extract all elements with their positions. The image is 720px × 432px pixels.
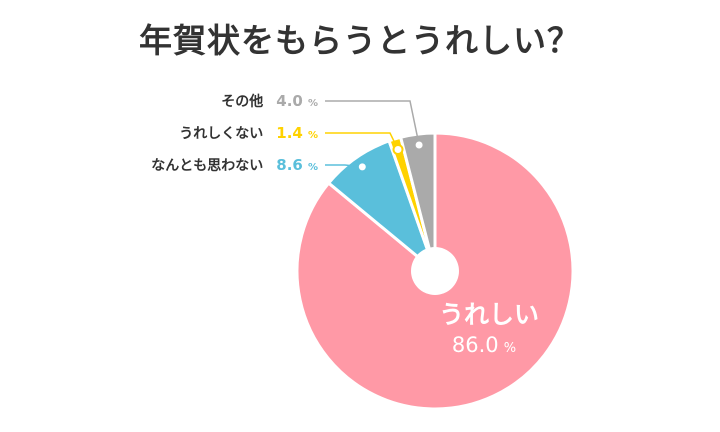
slice-name-other: その他 xyxy=(221,93,263,110)
donut-hole xyxy=(411,247,459,295)
pie-slice-other xyxy=(399,131,437,273)
slice-label-other: その他 4.0 % xyxy=(221,91,318,110)
slice-name-indifferent: なんとも思わない xyxy=(151,158,263,174)
leader-line-indifferent xyxy=(325,164,363,168)
leader-lines xyxy=(325,100,425,173)
slice-label-not-happy: うれしくない 1.4 % xyxy=(179,123,318,142)
slice-value-indifferent: 8.6 xyxy=(276,156,303,174)
slice-name-not-happy: うれしくない xyxy=(179,126,263,142)
slice-value-happy: 86.0 xyxy=(452,333,499,357)
leader-line-other xyxy=(325,100,420,146)
slice-value-not-happy: 1.4 xyxy=(276,124,303,142)
slice-unit-not-happy: % xyxy=(308,130,318,141)
slice-unit-happy: % xyxy=(504,341,516,356)
slice-unit-indifferent: % xyxy=(308,162,318,173)
leader-dot-other xyxy=(413,139,425,151)
slice-unit-other: % xyxy=(308,98,318,109)
slice-label-indifferent: なんとも思わない 8.6 % xyxy=(151,155,318,174)
leader-dot-not-happy xyxy=(392,144,404,155)
slice-name-happy: うれしい xyxy=(439,300,539,329)
slice-value-other: 4.0 xyxy=(276,92,303,110)
leader-dot-indifferent xyxy=(356,161,368,173)
leader-line-not-happy xyxy=(325,132,399,150)
slice-value-label-happy: 86.0 % xyxy=(452,333,516,357)
chart-title: 年賀状をもらうとうれしい？ xyxy=(139,21,581,60)
